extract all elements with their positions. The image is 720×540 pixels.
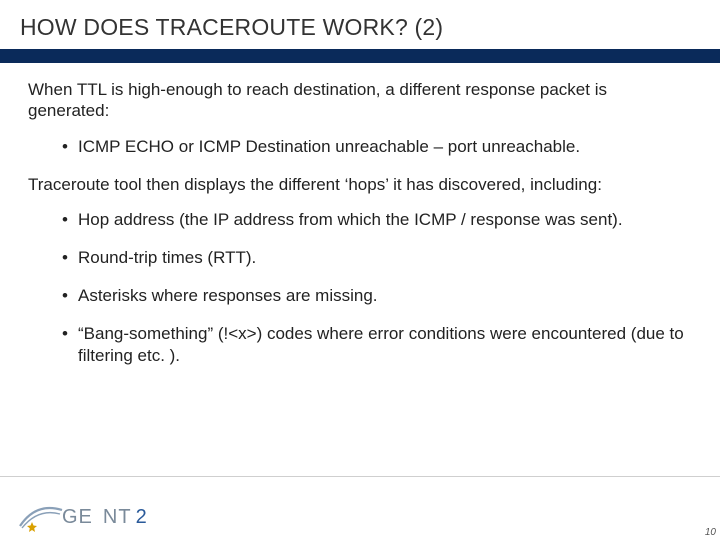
logo-text-ge: GE [62, 506, 93, 529]
slide-footer: GE NT2 10 [0, 476, 720, 540]
slide: HOW DOES TRACEROUTE WORK? (2) When TTL i… [0, 0, 720, 540]
list-item: Asterisks where responses are missing. [62, 285, 690, 307]
bullet-list-2: Hop address (the IP address from which t… [28, 209, 690, 367]
slide-title: HOW DOES TRACEROUTE WORK? (2) [20, 14, 700, 41]
page-number: 10 [705, 527, 716, 538]
list-item: Hop address (the IP address from which t… [62, 209, 690, 231]
title-underline-bar [0, 49, 720, 63]
swoosh-icon [24, 504, 58, 530]
intro-paragraph-1: When TTL is high-enough to reach destina… [28, 79, 690, 122]
list-item: Round-trip times (RTT). [62, 247, 690, 269]
logo-number-2: 2 [136, 506, 147, 529]
list-item: ICMP ECHO or ICMP Destination unreachabl… [62, 136, 690, 158]
footer-rule [0, 476, 720, 477]
list-item: “Bang-something” (!<x>) codes where erro… [62, 323, 690, 367]
logo-text-nt: NT [103, 506, 132, 529]
geant2-logo: GE NT2 [24, 504, 147, 530]
bullet-list-1: ICMP ECHO or ICMP Destination unreachabl… [28, 136, 690, 158]
title-area: HOW DOES TRACEROUTE WORK? (2) [0, 0, 720, 49]
slide-body: When TTL is high-enough to reach destina… [0, 63, 720, 540]
intro-paragraph-2: Traceroute tool then displays the differ… [28, 174, 690, 195]
